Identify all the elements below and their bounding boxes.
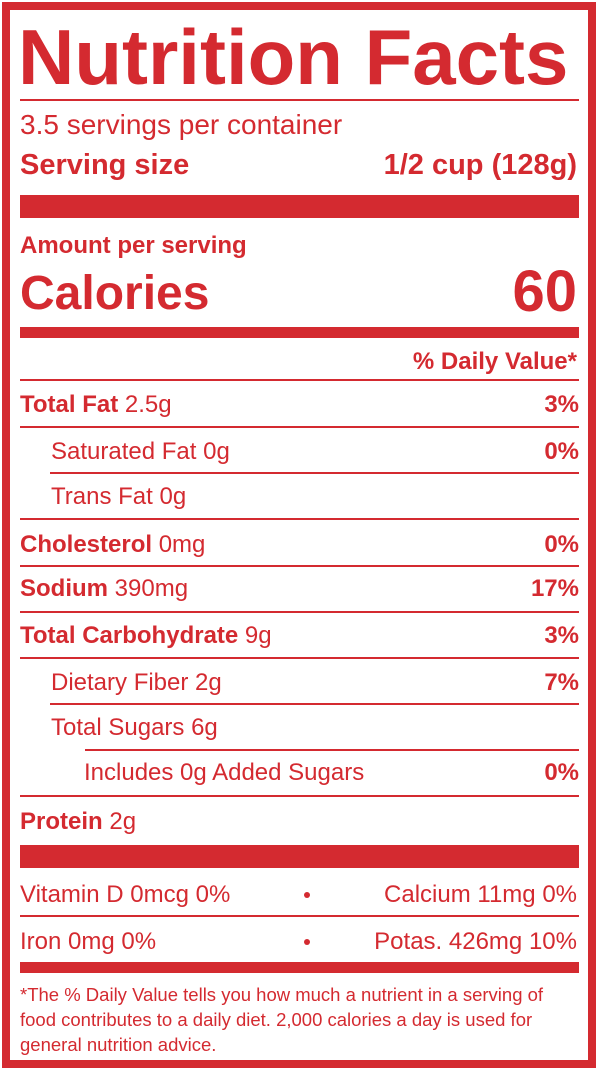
daily-value-header: % Daily Value* <box>412 348 577 375</box>
nutrient-row: Includes 0g Added Sugars 0% <box>20 761 579 785</box>
nutrient-name: Sodium <box>20 575 108 602</box>
nutrient-dv: 17% <box>530 575 579 602</box>
nutrient-amount: 390mg <box>114 575 189 602</box>
nutrient-name: Protein <box>20 808 103 835</box>
micro-dv: 0% <box>542 881 577 908</box>
nutrient-name: Total Sugars <box>51 714 185 741</box>
footnote: *The % Daily Value tells you how much a … <box>20 984 544 1055</box>
rule <box>20 565 579 567</box>
nutrient-row: Cholesterol 0mg 0% <box>20 533 579 557</box>
nutrient-amount: 2g <box>195 669 222 696</box>
medium-bar <box>20 962 579 973</box>
micro-name: Potas. <box>374 928 443 955</box>
micronutrient: Potas. 426mg 10% <box>374 930 577 954</box>
nutrient-dv: 0% <box>544 759 579 786</box>
nutrient-row: Saturated Fat 0g 0% <box>20 440 579 464</box>
rule <box>50 703 579 705</box>
calories-value: 60 <box>512 259 577 324</box>
servings: 3.5 servings per container <box>20 109 343 140</box>
micro-dv: 10% <box>528 928 577 955</box>
rule <box>20 99 579 101</box>
nutrient-amount: 0g <box>203 438 230 465</box>
rule <box>20 795 579 797</box>
nutrient-row: Total Fat 2.5g 3% <box>20 393 579 417</box>
rule <box>20 518 579 520</box>
nutrient-amount: 2g <box>109 808 137 835</box>
rule <box>20 611 579 613</box>
micro-name: Iron <box>20 928 62 955</box>
micronutrient: Iron 0mg 0% <box>20 930 156 954</box>
rule <box>50 472 579 474</box>
serving-size-label: Serving size <box>20 149 190 181</box>
micro-amount: 0mcg <box>130 881 189 908</box>
micronutrient: Calcium 11mg 0% <box>384 883 577 907</box>
bullet <box>304 939 310 945</box>
micro-dv: 0% <box>195 881 231 908</box>
nutrient-dv: 3% <box>544 391 579 418</box>
rule <box>20 915 579 917</box>
nutrient-amount: 0g <box>159 483 187 510</box>
nutrient-amount: 6g <box>191 714 218 741</box>
nutrient-row: Sodium 390mg 17% <box>20 577 579 601</box>
calories-label: Calories <box>20 267 210 320</box>
micro-name: Vitamin D <box>20 881 124 908</box>
nutrient-name: Trans Fat <box>51 483 153 510</box>
title: Nutrition Facts <box>18 13 569 101</box>
micronutrient: Vitamin D 0mcg 0% <box>20 883 230 907</box>
micro-amount: 11mg <box>477 881 536 908</box>
rule <box>20 426 579 428</box>
nutrient-amount: 9g <box>244 622 272 649</box>
nutrient-dv: 0% <box>544 531 579 558</box>
micro-amount: 426mg <box>448 928 523 955</box>
nutrient-name: Total Carbohydrate <box>20 622 239 649</box>
nutrient-dv: 3% <box>544 622 579 649</box>
bullet <box>304 892 310 898</box>
nutrient-row: Protein 2g <box>20 810 579 834</box>
rule <box>20 657 579 659</box>
nutrient-name: Total Fat <box>20 391 119 418</box>
thick-bar <box>20 195 579 218</box>
rule <box>20 379 579 381</box>
amount-label: Amount per serving <box>20 232 247 259</box>
nutrient-amount: 2.5g <box>124 391 172 418</box>
micro-dv: 0% <box>121 928 157 955</box>
thick-bar <box>20 845 579 868</box>
rule <box>85 749 579 751</box>
nutrient-row: Total Carbohydrate 9g 3% <box>20 624 579 648</box>
serving-size-value: 1/2 cup (128g) <box>383 149 577 181</box>
nutrient-name: Saturated Fat <box>51 438 197 465</box>
nutrient-dv: 7% <box>544 669 579 696</box>
micro-name: Calcium <box>384 881 471 908</box>
nutrient-amount: 0mg <box>158 531 206 558</box>
nutrient-name: Dietary Fiber <box>51 669 189 696</box>
nutrient-name: Includes 0g Added Sugars <box>84 759 365 786</box>
nutrient-row: Dietary Fiber 2g 7% <box>20 671 579 695</box>
medium-bar <box>20 327 579 338</box>
nutrient-dv: 0% <box>544 438 579 465</box>
nutrient-row: Trans Fat 0g <box>20 485 579 509</box>
nutrient-row: Total Sugars 6g <box>20 716 579 740</box>
micro-amount: 0mg <box>68 928 115 955</box>
nutrient-name: Cholesterol <box>20 531 153 558</box>
